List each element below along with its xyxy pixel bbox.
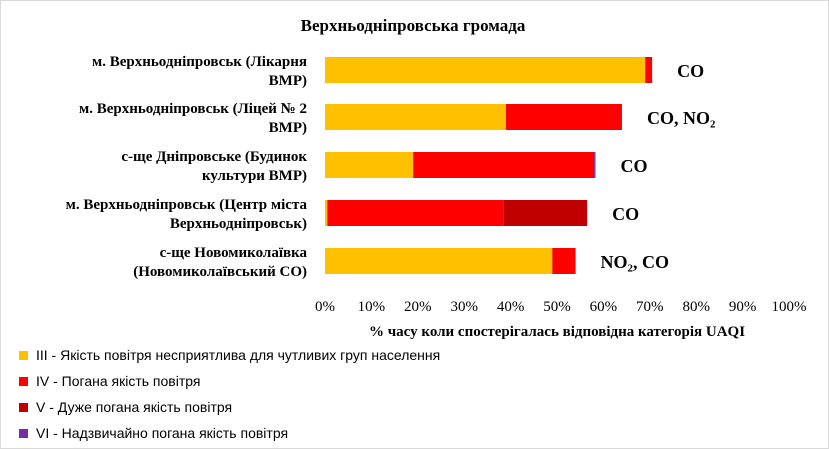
bar-annotation: CO xyxy=(612,204,639,224)
category-label-line: м. Верхньодніпровськ (Ліцей № 2 xyxy=(79,101,307,117)
x-tick-label: 50% xyxy=(543,299,571,315)
bar-segment xyxy=(552,248,576,274)
legend-swatch xyxy=(19,429,28,438)
category-label-line: ВМР) xyxy=(269,73,307,89)
category-label: с-ще Новомиколаївка (Новомиколаївський СО… xyxy=(133,245,307,280)
bar-segment xyxy=(645,57,653,83)
category-label: м. Верхньодніпровськ (Центр міста Верхньо… xyxy=(66,197,308,232)
x-tick-label: 60% xyxy=(590,299,618,315)
category-label: м. Верхньодніпровськ (Лікарня ВМР) xyxy=(92,54,307,89)
category-label-line: культури ВМР) xyxy=(202,168,307,184)
bar-segment xyxy=(505,104,622,130)
category-label-line: ВМР) xyxy=(269,120,307,136)
category-labels: м. Верхньодніпровськ (Лікарня ВМР)м. Верх… xyxy=(66,54,308,280)
bar-annotation: CO xyxy=(677,61,704,81)
category-label: с-ще Дніпровське (Будинок культури ВМР) xyxy=(121,149,307,184)
bar-segment xyxy=(327,200,504,226)
bar-segment xyxy=(325,57,646,83)
bar-annotation: CO xyxy=(621,156,648,176)
x-tick-label: 100% xyxy=(772,299,807,315)
x-tick-label: 20% xyxy=(404,299,432,315)
bar-annotations: CO CO, NO₂ CO CO NO₂, CO xyxy=(601,61,716,272)
bar-segment xyxy=(594,152,596,178)
x-axis-label: % часу коли спостерігалась відповідна ка… xyxy=(369,324,745,340)
category-label-line: с-ще Новомиколаївка xyxy=(160,245,308,261)
category-label-line: Верхньодніпровськ) xyxy=(170,216,307,232)
bar-annotation: NO₂, CO xyxy=(601,252,669,272)
legend-swatch xyxy=(19,403,28,412)
bar-segment xyxy=(413,152,595,178)
bar-segment xyxy=(503,200,588,226)
x-tick-label: 70% xyxy=(636,299,664,315)
x-tick-label: 0% xyxy=(315,299,335,315)
legend-label: IV - Погана якість повітря xyxy=(36,373,200,389)
bar-segment xyxy=(325,104,506,130)
x-axis-ticks: 0% 10% 20% 30% 40% 50% 60% 70% 80% 90% 100% xyxy=(315,299,807,315)
legend: ІІІ - Якість повітря несприятлива для чу… xyxy=(19,347,440,441)
bar-segment xyxy=(325,200,328,226)
legend-label: V - Дуже погана якість повітря xyxy=(36,399,232,415)
category-label-line: (Новомиколаївський СО) xyxy=(133,264,307,280)
bar-segment xyxy=(325,152,414,178)
x-tick-label: 30% xyxy=(450,299,478,315)
x-tick-label: 10% xyxy=(358,299,386,315)
legend-label: VI - Надзвичайно погана якість повітря xyxy=(36,425,288,441)
category-label-line: м. Верхньодніпровськ (Лікарня xyxy=(92,54,307,70)
legend-label: ІІІ - Якість повітря несприятлива для чу… xyxy=(36,347,440,363)
x-tick-label: 80% xyxy=(682,299,710,315)
x-tick-label: 40% xyxy=(497,299,525,315)
plot-area xyxy=(325,57,653,274)
legend-swatch xyxy=(19,377,28,386)
bar-annotation: CO, NO₂ xyxy=(647,108,715,128)
chart-title: Верхньодніпровська громада xyxy=(301,16,526,35)
category-label-line: м. Верхньодніпровськ (Центр міста xyxy=(66,197,308,213)
category-label-line: с-ще Дніпровське (Будинок xyxy=(121,149,307,165)
bar-segment xyxy=(325,248,553,274)
legend-swatch xyxy=(19,351,28,360)
x-tick-label: 90% xyxy=(729,299,757,315)
category-label: м. Верхньодніпровськ (Ліцей № 2 ВМР) xyxy=(79,101,307,136)
